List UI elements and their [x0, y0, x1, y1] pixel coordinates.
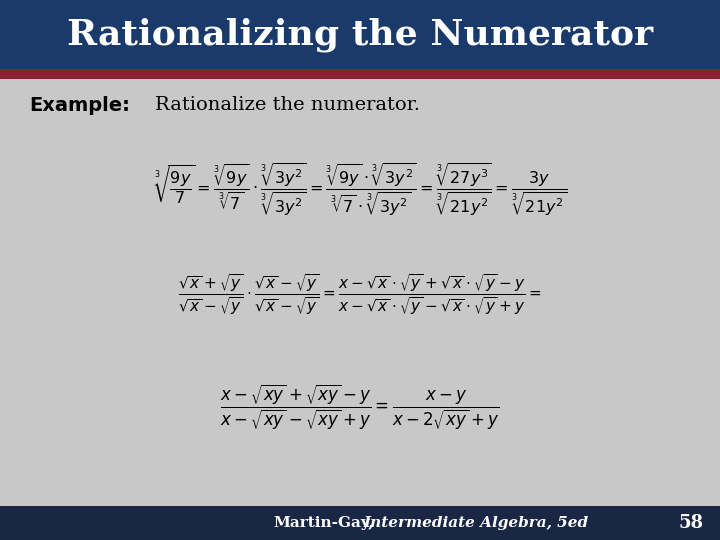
FancyBboxPatch shape	[0, 0, 720, 70]
Text: $\dfrac{x - \sqrt{xy} + \sqrt{xy} - y}{x - \sqrt{xy} - \sqrt{xy} + y} = \dfrac{x: $\dfrac{x - \sqrt{xy} + \sqrt{xy} - y}{x…	[220, 383, 500, 433]
Text: Rationalizing the Numerator: Rationalizing the Numerator	[67, 18, 653, 52]
Text: Example:: Example:	[29, 96, 130, 115]
FancyBboxPatch shape	[0, 69, 720, 79]
Text: 58: 58	[679, 514, 703, 532]
Text: Martin-Gay,: Martin-Gay,	[274, 516, 374, 530]
Text: $\dfrac{\sqrt{x}+\sqrt{y}}{\sqrt{x}-\sqrt{y}} \cdot \dfrac{\sqrt{x}-\sqrt{y}}{\s: $\dfrac{\sqrt{x}+\sqrt{y}}{\sqrt{x}-\sqr…	[178, 272, 542, 316]
Text: $\sqrt[3]{\dfrac{9y}{7}} = \dfrac{\sqrt[3]{9y}}{\sqrt[3]{7}} \cdot \dfrac{\sqrt[: $\sqrt[3]{\dfrac{9y}{7}} = \dfrac{\sqrt[…	[153, 162, 567, 218]
Text: Intermediate Algebra, 5ed: Intermediate Algebra, 5ed	[364, 516, 589, 530]
FancyBboxPatch shape	[0, 506, 720, 540]
Text: Rationalize the numerator.: Rationalize the numerator.	[155, 96, 420, 114]
